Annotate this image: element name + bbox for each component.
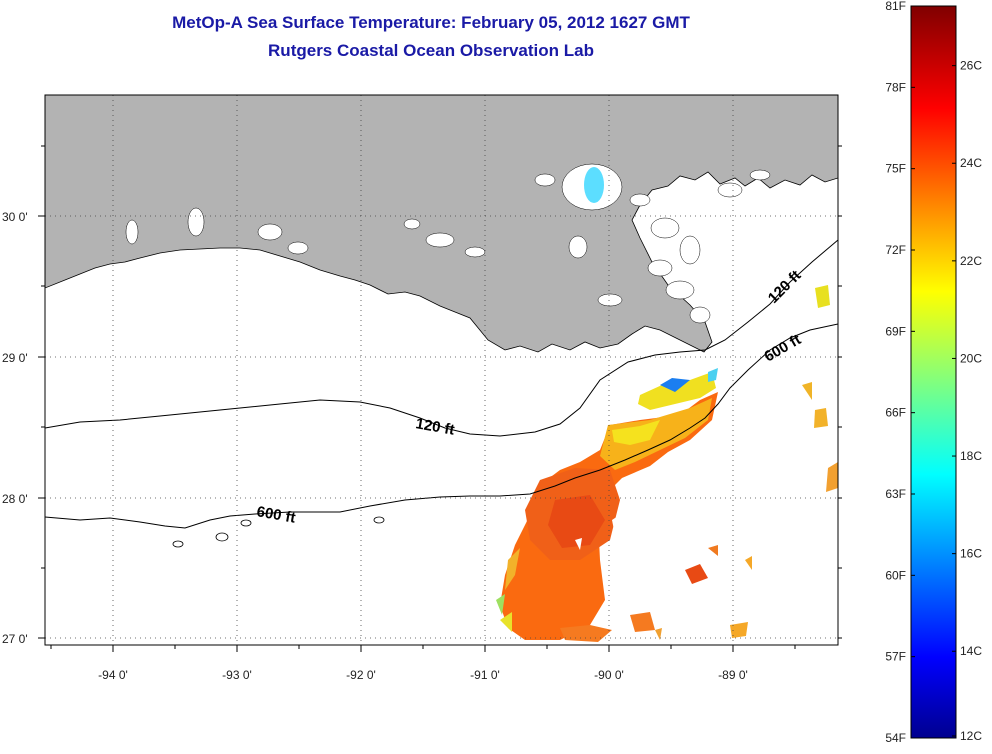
- contour-120ft-line: [45, 239, 838, 437]
- x-tick-label: -92 0': [346, 668, 376, 682]
- colorbar-c-label: 18C: [960, 449, 982, 463]
- colorbar-c-label: 16C: [960, 547, 982, 561]
- colorbar-c-label: 22C: [960, 254, 982, 268]
- contour-label-120ft-mid: 120 ft: [414, 415, 456, 439]
- colorbar-c-label: 12C: [960, 729, 982, 743]
- colorbar-f-label: 81F: [885, 0, 906, 13]
- y-axis-labels: 30 0' 29 0' 28 0' 27 0': [2, 210, 28, 646]
- contour-label-600ft-mid: 600 ft: [255, 503, 297, 527]
- colorbar-c-label: 14C: [960, 644, 982, 658]
- colorbar-gradient: [910, 5, 957, 739]
- colorbar-f-label: 75F: [885, 162, 906, 176]
- grid-lines: [45, 95, 838, 645]
- y-tick-label: 28 0': [2, 492, 28, 506]
- y-tick-label: 29 0': [2, 351, 28, 365]
- map-subtitle: Rutgers Coastal Ocean Observation Lab: [268, 41, 594, 60]
- contour-600ft-line: [45, 323, 838, 529]
- inland-water: [125, 163, 771, 324]
- lake-temperature-patch: [584, 167, 604, 203]
- x-tick-label: -91 0': [470, 668, 500, 682]
- x-tick-label: -94 0': [98, 668, 128, 682]
- map-title: MetOp-A Sea Surface Temperature: Februar…: [172, 13, 690, 32]
- x-tick-label: -90 0': [594, 668, 624, 682]
- colorbar-f-label: 69F: [885, 324, 906, 338]
- x-tick-label: -89 0': [718, 668, 748, 682]
- colorbar-celsius-scale: 26C 24C 22C 20C 18C 16C 14C 12C: [952, 59, 982, 743]
- land-area: [45, 95, 838, 353]
- x-tick-label: -93 0': [222, 668, 252, 682]
- map-frame: [44, 94, 839, 646]
- colorbar-f-label: 63F: [885, 487, 906, 501]
- x-axis-labels: -94 0' -93 0' -92 0' -91 0' -90 0' -89 0…: [98, 668, 748, 682]
- colorbar-fahrenheit-scale: 81F 78F 75F 72F 69F 66F 63F 60F 57F 54F: [885, 0, 915, 745]
- colorbar-f-label: 78F: [885, 80, 906, 94]
- colorbar-c-label: 26C: [960, 59, 982, 73]
- colorbar-c-label: 24C: [960, 156, 982, 170]
- sst-data-field: [496, 285, 838, 642]
- y-tick-label: 30 0': [2, 210, 28, 224]
- colorbar-f-label: 66F: [885, 406, 906, 420]
- seafloor-contour-islands: [172, 516, 385, 548]
- colorbar-f-label: 57F: [885, 650, 906, 664]
- y-tick-label: 27 0': [2, 632, 28, 646]
- colorbar-f-label: 72F: [885, 243, 906, 257]
- axis-ticks: [38, 145, 842, 652]
- colorbar-f-label: 60F: [885, 568, 906, 582]
- colorbar-f-label: 54F: [885, 731, 906, 745]
- colorbar-c-label: 20C: [960, 351, 982, 365]
